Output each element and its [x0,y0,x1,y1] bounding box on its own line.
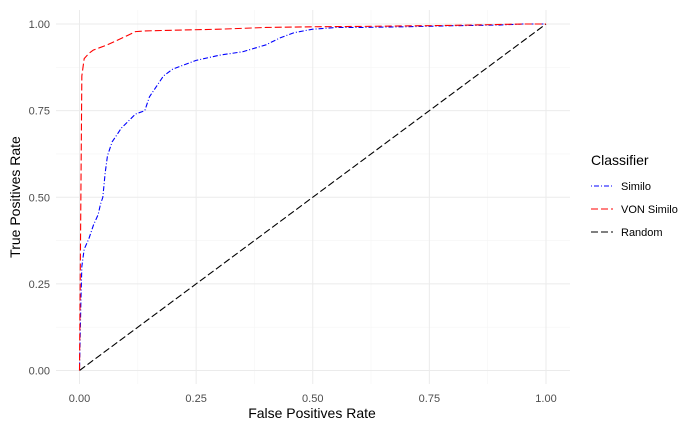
x-tick-label: 0.75 [419,393,440,405]
y-axis-title: True Positives Rate [7,136,23,258]
y-tick-label: 0.00 [29,366,50,378]
legend-item: Similo [591,181,651,193]
y-tick-label: 0.75 [29,106,50,118]
x-tick-label: 0.50 [302,393,323,405]
x-axis-ticks: 0.00 0.25 0.50 0.75 1.00 [69,393,557,405]
y-tick-label: 1.00 [29,19,50,31]
legend-items: Similo VON Similo Random [591,181,678,239]
legend-title: Classifier [591,152,649,168]
y-tick-label: 0.50 [29,192,50,204]
series-line-similo [78,23,546,371]
gridlines [56,10,570,384]
legend-label: Random [621,227,663,239]
series-lines [78,23,547,371]
legend-item: VON Similo [591,204,678,216]
y-axis-ticks: 0.00 0.25 0.50 0.75 1.00 [29,19,50,378]
series-line-von-similo [78,23,546,371]
x-axis-title: False Positives Rate [248,405,376,421]
x-tick-label: 1.00 [535,393,556,405]
legend-item: Random [591,227,663,239]
x-tick-label: 0.25 [185,393,206,405]
legend-label: VON Similo [621,204,678,216]
legend-label: Similo [621,181,651,193]
series-line-random [79,23,547,371]
x-tick-label: 0.00 [69,393,90,405]
y-tick-label: 0.25 [29,279,50,291]
legend: Classifier Similo VON Similo Random [591,152,678,239]
